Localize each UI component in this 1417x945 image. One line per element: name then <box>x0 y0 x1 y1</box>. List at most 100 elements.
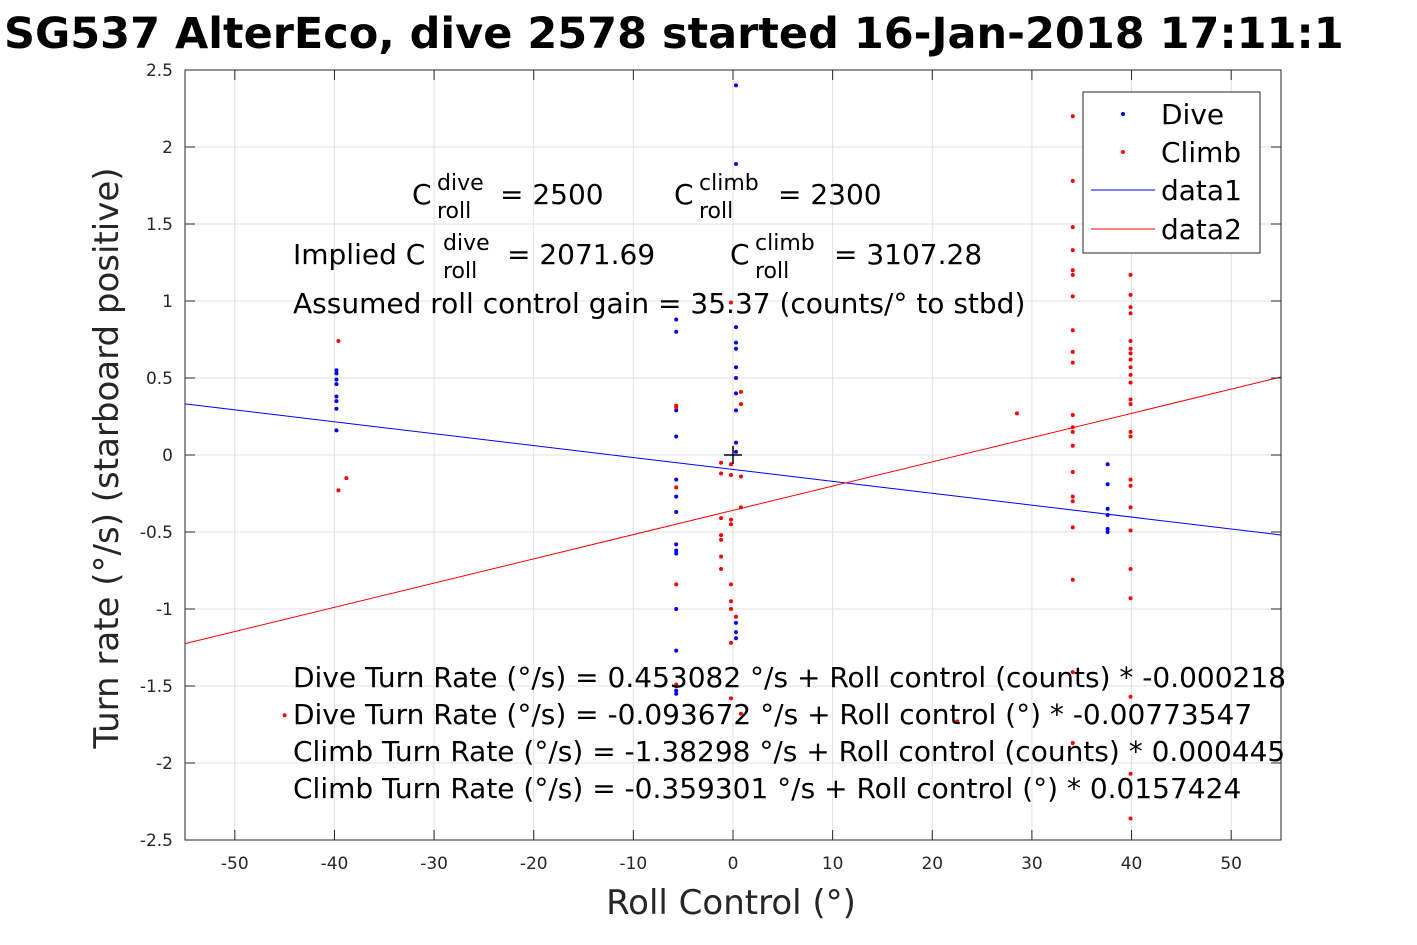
x-tick-label: 10 <box>822 854 844 874</box>
legend-data1-label: data1 <box>1161 174 1242 207</box>
dive-point <box>674 477 679 482</box>
climb-point <box>729 640 734 645</box>
legend: Dive Climb data1 data2 <box>1082 91 1261 254</box>
dive-point <box>674 329 679 334</box>
legend-box <box>1082 91 1261 254</box>
climb-point <box>336 339 341 344</box>
climb-point <box>1128 402 1133 407</box>
x-tick-label: 40 <box>1121 854 1143 874</box>
climb-point <box>719 460 724 465</box>
climb-point <box>1070 499 1075 504</box>
c-roll-climb-value: = 2300 <box>778 178 882 211</box>
y-tick-label: 1 <box>162 292 173 312</box>
x-axis-label: Roll Control (°) <box>606 883 856 923</box>
climb-point <box>1070 225 1075 230</box>
dive-point <box>674 434 679 439</box>
dive-point <box>733 346 738 351</box>
climb-point <box>1128 292 1133 297</box>
dive-point <box>334 399 339 404</box>
climb-point <box>344 476 349 481</box>
dive-point <box>674 494 679 499</box>
y-tick-label: -2.5 <box>140 831 173 851</box>
dive-point <box>733 630 738 635</box>
climb-point <box>1128 372 1133 377</box>
climb-point <box>729 300 734 305</box>
climb-point <box>1070 268 1075 273</box>
legend-dive-label: Dive <box>1161 98 1224 131</box>
climb-point <box>336 488 341 493</box>
climb-point <box>1070 525 1075 530</box>
climb-degrees-equation: Climb Turn Rate (°/s) = -0.359301 °/s + … <box>293 772 1241 805</box>
x-tick-label: -40 <box>321 854 349 874</box>
dive-point <box>334 368 339 373</box>
dive-point <box>674 691 679 696</box>
dive-point <box>674 408 679 413</box>
climb-point <box>729 462 734 467</box>
implied-climb-value: = 3107.28 <box>834 238 982 271</box>
climb-point <box>738 389 743 394</box>
y-tick-label: 2.5 <box>146 61 173 81</box>
climb-point <box>719 533 724 538</box>
implied-c-roll-annotation: Implied C dive roll = 2071.69 C climb ro… <box>293 231 982 284</box>
climb-point <box>1128 528 1133 533</box>
climb-point <box>1128 816 1133 821</box>
dive-point <box>1105 513 1110 518</box>
climb-point <box>1070 349 1075 354</box>
climb-point <box>1128 380 1133 385</box>
y-tick-label: 2 <box>162 138 173 158</box>
dive-point <box>334 394 339 399</box>
climb-point <box>1128 272 1133 277</box>
dive-point <box>674 509 679 514</box>
dive-point <box>733 83 738 88</box>
sub-roll: roll <box>437 199 471 224</box>
dive-point <box>674 542 679 547</box>
dive-point <box>1105 462 1110 467</box>
dive-point <box>733 161 738 166</box>
dive-point <box>334 371 339 376</box>
climb-point <box>1070 328 1075 333</box>
climb-point <box>738 711 743 716</box>
climb-point <box>1070 670 1075 675</box>
climb-point <box>674 682 679 687</box>
climb-point <box>1128 434 1133 439</box>
climb-point <box>1128 505 1133 510</box>
dive-point <box>1105 530 1110 534</box>
climb-point <box>729 522 734 527</box>
dive-point <box>1105 506 1110 511</box>
sup-climb: climb <box>755 231 815 256</box>
y-tick-label: 0 <box>162 446 173 466</box>
dive-point <box>733 325 738 330</box>
c-letter: C <box>730 238 750 271</box>
dive-point <box>1105 482 1110 487</box>
legend-climb-label: Climb <box>1161 136 1241 169</box>
sub-roll: roll <box>699 199 733 224</box>
x-tick-label: -50 <box>221 854 249 874</box>
climb-counts-equation: Climb Turn Rate (°/s) = -1.38298 °/s + R… <box>293 735 1285 768</box>
climb-point <box>719 554 724 559</box>
climb-point <box>1128 429 1133 434</box>
implied-dive-value: = 2071.69 <box>507 238 655 271</box>
dive-point <box>733 620 738 625</box>
climb-point <box>1128 483 1133 488</box>
x-tick-label: 20 <box>921 854 943 874</box>
sup-dive: dive <box>443 231 490 256</box>
y-tick-label: -0.5 <box>140 523 173 543</box>
y-axis-label: Turn rate (°/s) (starboard positive) <box>87 167 127 749</box>
sub-roll: roll <box>443 259 477 284</box>
climb-point <box>282 713 287 718</box>
climb-point <box>738 474 743 479</box>
climb-point <box>738 402 743 407</box>
climb-point <box>674 485 679 490</box>
x-tick-label: 0 <box>728 854 739 874</box>
climb-point <box>729 517 734 522</box>
climb-point <box>1128 305 1133 310</box>
y-tick-label: -1 <box>156 600 173 620</box>
climb-point <box>719 471 724 476</box>
climb-point <box>674 405 679 410</box>
climb-point <box>1128 477 1133 482</box>
climb-point <box>1070 429 1075 434</box>
climb-point <box>1128 351 1133 356</box>
dive-point <box>1105 526 1110 531</box>
climb-point <box>729 607 734 611</box>
